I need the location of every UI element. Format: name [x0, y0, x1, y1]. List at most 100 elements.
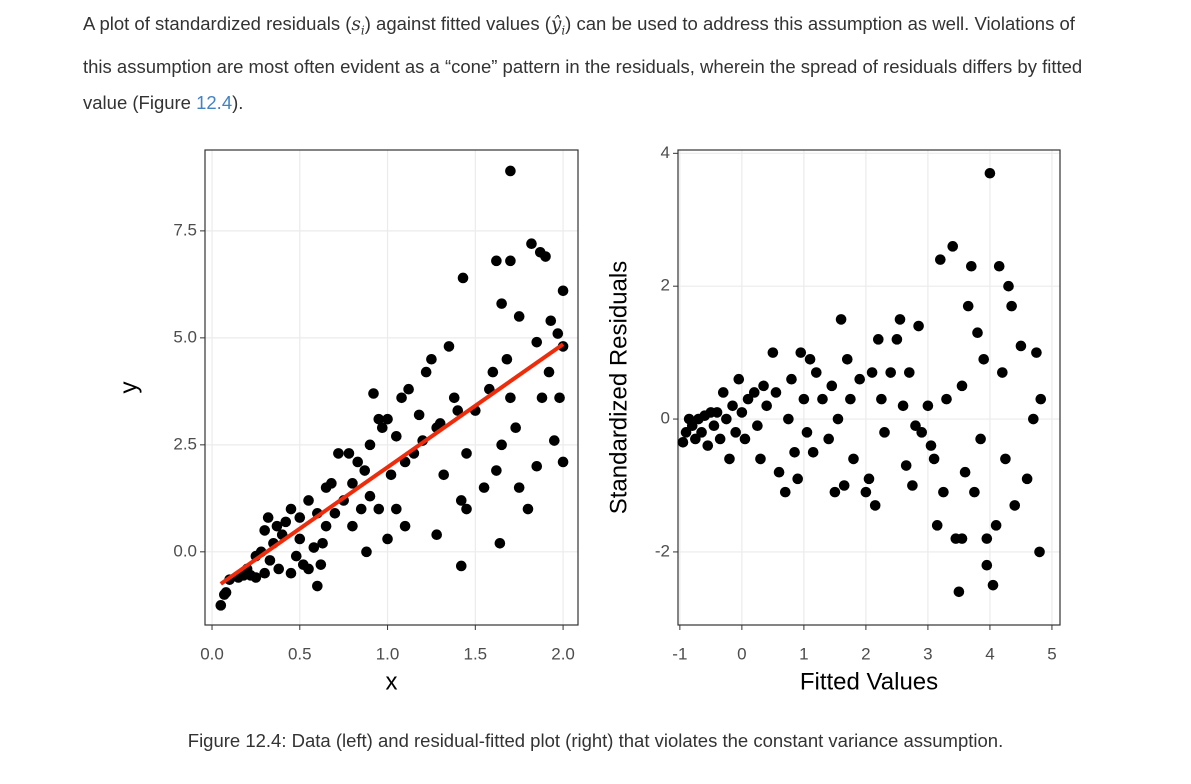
point	[513, 482, 525, 493]
point	[513, 311, 525, 322]
point	[443, 341, 455, 352]
point	[866, 367, 878, 378]
point	[303, 563, 314, 575]
point	[876, 393, 887, 405]
math-symbol: s	[351, 14, 361, 35]
x-tick-label: 1.0	[376, 644, 400, 663]
point	[938, 486, 949, 498]
point	[953, 586, 965, 598]
point	[690, 433, 701, 445]
x-tick-label: 1	[799, 644, 808, 663]
fit-line	[219, 342, 565, 586]
point	[993, 260, 1005, 272]
point	[280, 516, 292, 528]
point	[399, 456, 411, 468]
point	[552, 328, 564, 339]
x-tick-label: 5	[1047, 644, 1056, 663]
point	[494, 537, 506, 549]
point	[928, 453, 940, 465]
point	[491, 255, 502, 267]
point	[975, 433, 986, 445]
point	[1015, 340, 1027, 352]
point	[804, 353, 816, 365]
point	[767, 347, 779, 358]
y-tick-label: 2.5	[173, 434, 197, 453]
point	[721, 413, 732, 425]
point	[271, 520, 283, 532]
y-tick-label: 4	[661, 143, 670, 162]
point	[931, 520, 943, 531]
text: ).	[232, 91, 244, 113]
point	[259, 525, 270, 536]
point	[549, 435, 560, 446]
point	[792, 473, 803, 485]
point	[385, 469, 397, 481]
point	[522, 503, 534, 515]
point	[364, 490, 376, 502]
point	[845, 393, 856, 405]
point	[259, 567, 270, 579]
point	[823, 433, 834, 445]
point	[773, 466, 785, 478]
text: A plot of standardized residuals (	[83, 13, 352, 34]
point	[708, 420, 720, 431]
point	[376, 422, 388, 434]
point	[1000, 453, 1011, 465]
point	[382, 533, 393, 545]
point	[907, 480, 918, 491]
point	[364, 439, 376, 451]
point	[727, 400, 738, 412]
point	[761, 400, 772, 412]
point	[487, 366, 499, 378]
point	[680, 427, 692, 438]
point	[420, 366, 432, 378]
point	[534, 246, 546, 258]
point	[798, 393, 810, 405]
math: ŷi	[551, 14, 566, 38]
point	[303, 495, 314, 506]
point	[496, 298, 507, 309]
point	[748, 387, 760, 398]
point	[262, 512, 274, 523]
x-axis-title: x	[386, 668, 398, 695]
point	[220, 587, 232, 598]
point	[557, 285, 569, 297]
x-tick-label: 1.5	[463, 644, 487, 663]
point	[724, 453, 735, 465]
point	[869, 500, 881, 511]
math-subscript: i	[561, 23, 566, 38]
point	[891, 334, 903, 345]
point	[807, 446, 819, 458]
point	[779, 486, 791, 498]
text: ) against fitted values (	[364, 13, 551, 34]
point	[925, 440, 937, 451]
point	[1009, 500, 1021, 511]
point	[904, 367, 915, 378]
point	[1035, 393, 1047, 405]
point	[355, 503, 367, 515]
point	[396, 392, 407, 404]
point	[966, 260, 977, 272]
point	[922, 400, 934, 412]
y-tick-label: -2	[655, 541, 670, 560]
x-tick-label: 3	[923, 644, 932, 663]
point	[755, 453, 766, 465]
point	[829, 486, 841, 498]
x-tick-label: 4	[985, 644, 994, 663]
point	[984, 167, 996, 179]
y-axis-title: Standardized Residuals	[605, 261, 632, 515]
figure-link[interactable]: 12.4	[196, 91, 233, 113]
point	[438, 469, 450, 481]
point	[554, 392, 565, 404]
point	[758, 380, 769, 392]
point	[264, 555, 276, 566]
point	[431, 529, 442, 541]
point	[1006, 300, 1017, 312]
point	[452, 405, 464, 416]
point	[730, 427, 741, 438]
point	[315, 559, 327, 570]
figure: 0.0 0.5 1.0 1.5 2.0 0.0 2.5 5.0 7.5 x y -1 0 1 2 3 4 5 -2 0…	[115, 143, 1061, 695]
point	[838, 480, 850, 491]
point	[294, 533, 306, 545]
point	[832, 413, 844, 425]
